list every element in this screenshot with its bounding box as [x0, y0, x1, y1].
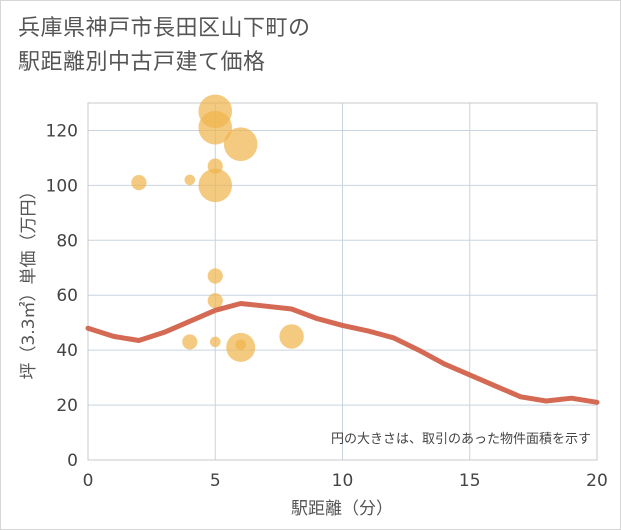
y-axis-ticks: 0 20 40 60 80 100 120 [46, 121, 78, 471]
x-tick-label: 20 [586, 471, 608, 491]
y-tick-label: 120 [46, 121, 78, 141]
bubble-series [131, 94, 304, 362]
x-axis-ticks: 0 5 10 15 20 [83, 471, 608, 491]
bubble-point [209, 336, 221, 348]
bubble-point [131, 175, 147, 191]
grid-lines [87, 103, 598, 461]
bubble-point [184, 174, 196, 186]
y-tick-label: 40 [56, 341, 78, 361]
trend-line [85, 301, 600, 405]
bubble-point [223, 127, 258, 161]
bubble-point [279, 324, 304, 349]
y-axis-title: 坪（3.3㎡）単価（万円） [19, 182, 39, 379]
bubble-point [182, 334, 198, 350]
chart-title-line-2: 駅距離別中古戸建て価格 [18, 50, 266, 75]
chart-title: 兵庫県神戸市長田区山下町の 駅距離別中古戸建て価格 [18, 12, 311, 80]
x-tick-label: 0 [83, 471, 94, 491]
x-tick-label: 5 [210, 471, 221, 491]
y-tick-label: 0 [67, 451, 78, 471]
y-tick-label: 20 [56, 396, 78, 416]
y-tick-label: 100 [46, 176, 78, 196]
chart-title-line-1: 兵庫県神戸市長田区山下町の [18, 16, 311, 41]
x-tick-label: 15 [459, 471, 481, 491]
x-tick-label: 10 [332, 471, 354, 491]
bubble-point [207, 268, 223, 284]
bubble-size-note: 円の大きさは、取引のあった物件面積を示す [331, 432, 591, 447]
x-axis-title: 駅距離（分） [291, 499, 393, 519]
bubble-point [207, 293, 223, 309]
bubble-point [198, 110, 233, 145]
y-tick-label: 60 [56, 286, 78, 306]
y-tick-label: 80 [56, 231, 78, 251]
bubble-point [198, 168, 233, 203]
plot-area-border [87, 102, 598, 461]
bubble-point [235, 339, 246, 350]
